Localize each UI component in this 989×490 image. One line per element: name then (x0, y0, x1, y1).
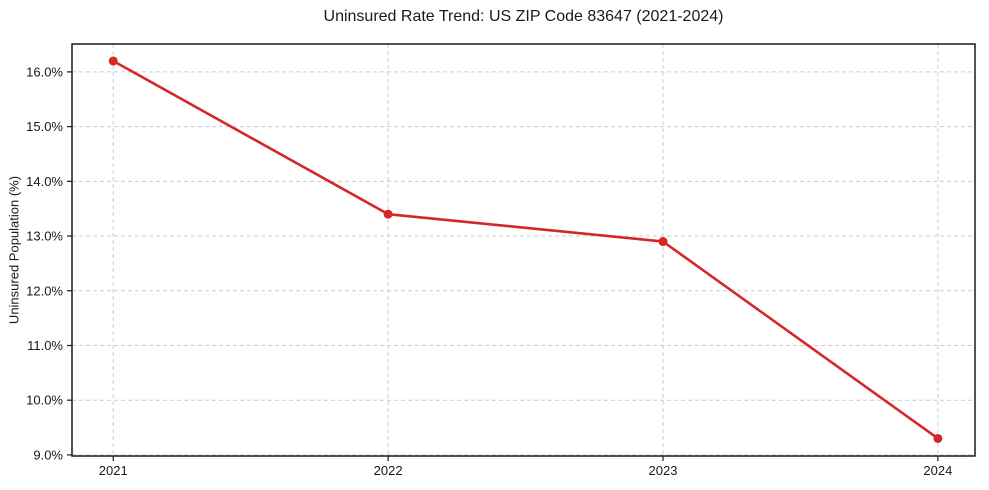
y-tick-label: 10.0% (26, 393, 63, 408)
trend-line (111, 59, 940, 440)
y-tick-label: 15.0% (26, 119, 63, 134)
data-point (108, 56, 118, 66)
y-tick-label: 11.0% (27, 338, 63, 353)
plot-border (71, 43, 976, 457)
x-tick-label: 2024 (923, 463, 952, 478)
y-tick-label: 16.0% (26, 64, 63, 79)
y-tick-label: 9.0% (33, 447, 63, 462)
y-tick-label: 14.0% (26, 174, 63, 189)
data-point (933, 433, 943, 443)
data-point (658, 237, 668, 247)
chart-title: Uninsured Rate Trend: US ZIP Code 83647 … (323, 8, 724, 25)
y-tick-label: 12.0% (26, 283, 63, 298)
x-tick-label: 2023 (649, 463, 678, 478)
data-point (383, 209, 393, 219)
x-tick-label: 2022 (374, 463, 403, 478)
y-tick-label: 13.0% (26, 229, 63, 244)
x-tick-label: 2021 (99, 463, 128, 478)
